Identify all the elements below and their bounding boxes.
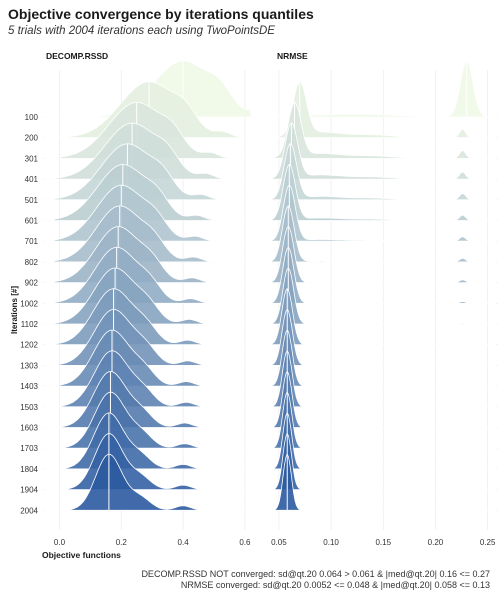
x-tick-label-0-0: 0.0: [54, 538, 66, 547]
y-tick-label-802: 802: [25, 258, 39, 267]
y-tick-label-100: 100: [25, 113, 39, 122]
y-tick-label-701: 701: [25, 237, 39, 246]
x-tick-label-1-0: 0.05: [271, 538, 287, 547]
y-tick-label-1102: 1102: [21, 320, 39, 329]
x-tick-label-1-3: 0.20: [428, 538, 444, 547]
ridge-decomp-rssd-200: [44, 81, 282, 139]
ridge-decomp-rssd-301: [44, 102, 282, 159]
y-tick-label-1002: 1002: [20, 299, 38, 308]
y-tick-labels: 100 200 301 401 501 601 701 802 902 1002 1102 1202 1…: [20, 113, 38, 515]
x-tick-labels: 0.0 0.2 0.4 0.6 0.05 0.10 0.15 0.20 0.25: [54, 538, 496, 547]
x-axis-title: Objective functions: [42, 550, 121, 560]
y-tick-label-2004: 2004: [20, 506, 38, 515]
y-tick-label-1403: 1403: [20, 382, 38, 391]
y-tick-label-301: 301: [25, 154, 39, 163]
y-tick-label-902: 902: [25, 279, 39, 288]
y-tick-label-1904: 1904: [20, 486, 38, 495]
y-axis-title: Iterations [#]: [10, 286, 19, 334]
chart-subtitle: 5 trials with 2004 iterations each using…: [8, 25, 275, 37]
x-tick-label-1-2: 0.15: [375, 538, 391, 547]
ridge-nrmse-301: [257, 101, 496, 159]
ridges: [44, 60, 496, 511]
y-tick-label-1202: 1202: [20, 341, 38, 350]
x-tick-label-0-1: 0.2: [116, 538, 128, 547]
y-tick-label-1703: 1703: [20, 444, 38, 453]
caption-decomp-rssd: DECOMP.RSSD NOT converged: sd@qt.20 0.06…: [141, 569, 490, 579]
x-tick-label-1-1: 0.10: [323, 538, 339, 547]
caption-nrmse: NRMSE converged: sd@qt.20 0.0052 <= 0.04…: [180, 580, 490, 590]
ridge-nrmse-2004: [258, 453, 496, 511]
y-tick-label-401: 401: [25, 175, 39, 184]
ridge-nrmse-401: [257, 122, 496, 180]
panel-title-decomp-rssd: DECOMP.RSSD: [46, 51, 108, 61]
y-tick-label-1603: 1603: [20, 424, 38, 433]
y-tick-label-1804: 1804: [20, 465, 38, 474]
ridge-decomp-rssd-2004: [44, 453, 282, 511]
x-tick-label-0-2: 0.4: [178, 538, 190, 547]
ridge-nrmse-200: [257, 81, 496, 139]
y-tick-label-1503: 1503: [20, 403, 38, 412]
panel-title-nrmse: NRMSE: [277, 51, 308, 61]
y-tick-label-601: 601: [25, 217, 39, 226]
x-tick-label-1-4: 0.25: [480, 538, 496, 547]
chart-title: Objective convergence by iterations quan…: [8, 6, 314, 22]
y-tick-label-200: 200: [25, 134, 39, 143]
x-tick-label-0-3: 0.6: [239, 538, 251, 547]
y-tick-label-1303: 1303: [20, 361, 38, 370]
y-tick-label-501: 501: [25, 196, 39, 205]
